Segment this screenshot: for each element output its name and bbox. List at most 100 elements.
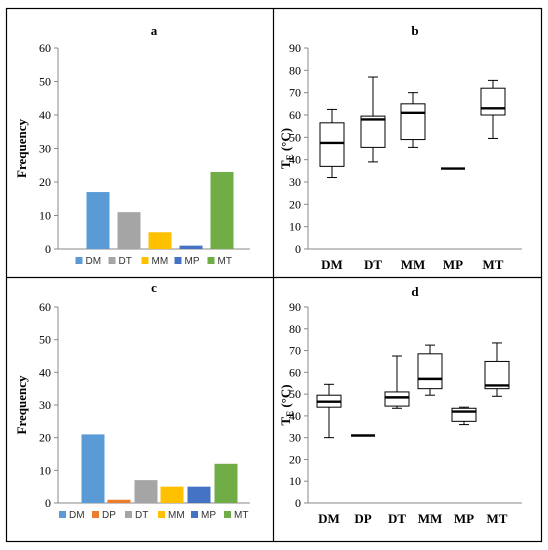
x-tick-label-mp: MP bbox=[454, 511, 474, 526]
y-axis-label: Frequency bbox=[14, 375, 29, 434]
bar-mm bbox=[148, 232, 172, 249]
box-body bbox=[319, 122, 345, 167]
legend-swatch-dt bbox=[108, 257, 116, 264]
x-tick-label-dt: DT bbox=[364, 257, 382, 272]
panel-title: c bbox=[151, 280, 157, 295]
panel-d: d 0 10 20 30 40 50 60 70 80 90 TE (°C) DM DP DT MM MP MT bbox=[278, 284, 522, 526]
y-tick-label: 20 bbox=[39, 431, 51, 445]
y-tick-label: 30 bbox=[289, 175, 301, 189]
box-dm bbox=[316, 383, 342, 439]
y-tick-label: 50 bbox=[289, 387, 301, 401]
box-dt bbox=[384, 355, 410, 409]
y-axis-label-subscript: E bbox=[285, 411, 295, 417]
y-tick-label: 60 bbox=[39, 300, 51, 314]
y-tick-label: 10 bbox=[289, 220, 301, 234]
y-tick-label: 60 bbox=[39, 41, 51, 55]
y-tick-label: 70 bbox=[289, 86, 301, 100]
panel-title: b bbox=[411, 23, 418, 38]
y-tick-label: 10 bbox=[39, 463, 51, 477]
x-tick-label-dm: DM bbox=[321, 257, 343, 272]
legend-swatch-mt bbox=[207, 257, 215, 264]
box-body bbox=[451, 407, 477, 422]
legend-label-mp: MP bbox=[201, 510, 216, 521]
x-tick-label-dm: DM bbox=[318, 511, 340, 526]
y-axis-label: Frequency bbox=[14, 119, 29, 178]
box-body bbox=[480, 87, 506, 116]
bar-mt bbox=[214, 463, 238, 503]
bar-dp bbox=[107, 499, 131, 503]
y-tick-label: 20 bbox=[289, 197, 301, 211]
y-tick-label: 80 bbox=[289, 63, 301, 77]
x-tick-label-mm: MM bbox=[401, 257, 426, 272]
legend-label-mt: MT bbox=[218, 256, 232, 267]
bar-mp bbox=[187, 486, 211, 503]
y-tick-label: 90 bbox=[289, 300, 301, 314]
y-tick-label: 0 bbox=[45, 242, 51, 256]
legend-swatch-dt bbox=[125, 511, 132, 518]
y-tick-label: 0 bbox=[45, 496, 51, 510]
y-tick-label: 0 bbox=[295, 496, 301, 510]
legend-swatch-mp bbox=[191, 511, 198, 518]
box-mt bbox=[480, 79, 506, 139]
y-tick-label: 10 bbox=[289, 474, 301, 488]
y-axis-label-main: T bbox=[278, 160, 293, 169]
legend-swatch-mp bbox=[174, 257, 182, 264]
box-dm bbox=[319, 108, 345, 179]
box-body bbox=[484, 360, 510, 390]
y-tick-label: 40 bbox=[39, 365, 51, 379]
y-tick-label: 20 bbox=[289, 452, 301, 466]
legend-label-mp: MP bbox=[185, 256, 200, 267]
panel-title: d bbox=[411, 284, 419, 299]
legend-swatch-dm bbox=[75, 257, 83, 264]
y-tick-label: 30 bbox=[289, 431, 301, 445]
bar-dt bbox=[134, 480, 158, 503]
y-axis-label: TE (°C) bbox=[278, 384, 295, 425]
y-tick-label: 40 bbox=[39, 108, 51, 122]
legend-label-dm: DM bbox=[69, 510, 85, 521]
y-tick-label: 0 bbox=[295, 242, 301, 256]
legend-swatch-mm bbox=[141, 257, 149, 264]
y-axis-label-subscript: E bbox=[285, 154, 295, 160]
box-body bbox=[384, 391, 410, 407]
panel-a: a 0 10 20 30 40 50 60 Frequency DM DT MM MP MT bbox=[14, 23, 250, 267]
y-axis-label-unit: (°C) bbox=[278, 384, 293, 411]
bar-mm bbox=[160, 486, 184, 503]
legend-swatch-mt bbox=[224, 511, 231, 518]
box-mm bbox=[400, 92, 426, 148]
box-mt bbox=[484, 342, 510, 397]
legend-label-mm: MM bbox=[168, 510, 185, 521]
x-tick-label-mt: MT bbox=[487, 511, 508, 526]
legend-label-dm: DM bbox=[86, 256, 102, 267]
box-mm bbox=[417, 344, 443, 396]
legend-label-mm: MM bbox=[152, 256, 169, 267]
legend-swatch-dm bbox=[59, 511, 66, 518]
y-tick-label: 30 bbox=[39, 398, 51, 412]
panel-title: a bbox=[151, 23, 158, 38]
y-axis-label: TE (°C) bbox=[278, 128, 295, 169]
box-body bbox=[360, 115, 386, 148]
legend-label-dt: DT bbox=[135, 510, 148, 521]
y-tick-label: 70 bbox=[289, 344, 301, 358]
panel-c: c 0 10 20 30 40 50 60 Frequency DM DP DT MM MP MT bbox=[14, 280, 250, 521]
legend-swatch-mm bbox=[158, 511, 165, 518]
y-tick-label: 90 bbox=[289, 41, 301, 55]
y-tick-label: 60 bbox=[289, 365, 301, 379]
legend-swatch-dp bbox=[92, 511, 99, 518]
y-tick-label: 10 bbox=[39, 209, 51, 223]
bar-mt bbox=[210, 171, 234, 249]
y-tick-label: 40 bbox=[289, 409, 301, 423]
x-tick-label-dp: DP bbox=[354, 511, 371, 526]
bar-dm bbox=[81, 434, 105, 503]
y-tick-label: 40 bbox=[289, 153, 301, 167]
box-mp bbox=[451, 406, 477, 426]
y-tick-label: 50 bbox=[289, 130, 301, 144]
box-body bbox=[417, 353, 443, 390]
y-axis-label-main: T bbox=[278, 417, 293, 426]
x-tick-label-mt: MT bbox=[483, 257, 504, 272]
box-dt bbox=[360, 76, 386, 163]
bar-dt bbox=[117, 212, 141, 249]
bar-mp bbox=[179, 245, 203, 249]
bar-dm bbox=[86, 192, 110, 249]
y-tick-label: 20 bbox=[39, 175, 51, 189]
